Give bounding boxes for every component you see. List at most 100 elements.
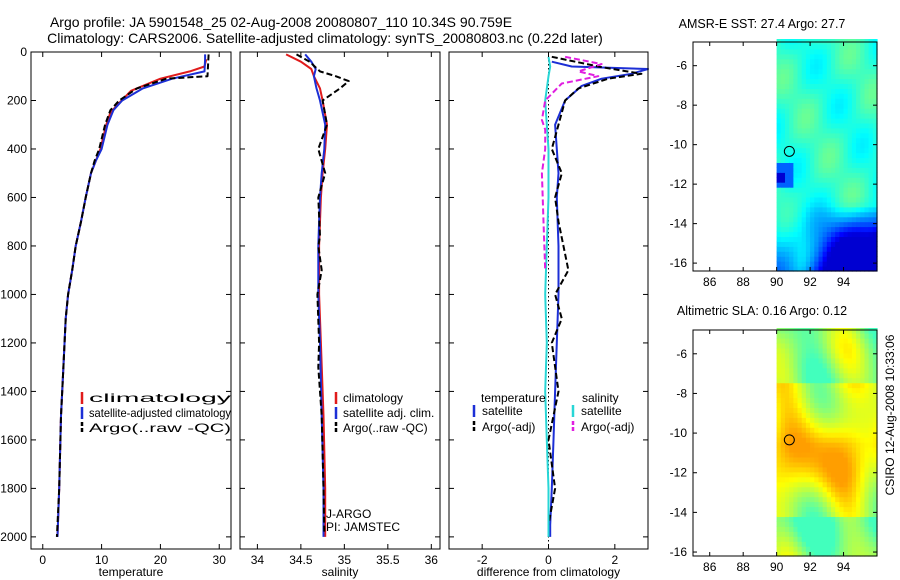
sst-map-cell [818,147,824,154]
sst-map-cell [818,118,824,124]
sst-map-cell [801,83,807,89]
sst-map-cell [831,88,836,94]
sst-map-cell [872,261,878,267]
sst-map-cell [847,266,853,272]
sst-map-cell [801,226,807,233]
sst-map-cell [847,58,853,65]
sst-map-cell [843,251,849,257]
sst-map-cell [847,113,853,119]
sla-map-cell [843,342,849,349]
sla-map-cell [864,551,870,557]
sla-map-cell [822,501,828,508]
sst-map-cell [801,261,807,267]
sla-map-cell [868,461,874,468]
sst-map-cell [805,142,811,149]
sla-map-cell [826,362,832,369]
sla-map-cell [810,536,815,542]
sst-map-cell [780,192,786,198]
sla-map-cell [835,382,840,389]
sla-map-cell [847,427,853,433]
sst-map-cell [810,177,815,183]
sst-map-cell [801,251,807,257]
sla-map-cell [801,392,807,398]
sst-map-cell [826,88,832,94]
sst-map-cell [789,172,794,178]
sst-map-cell [835,88,840,94]
sla-map-cell [831,451,836,458]
sst-map-cell [801,88,807,94]
sla-map-cell [814,541,820,547]
sst-map-cell [814,137,820,144]
sla-map-cell [835,541,840,547]
sla-map-cell [868,392,874,398]
sla-map-cell [818,387,824,394]
sla-map-cell [797,407,803,413]
sst-map-cell [826,44,832,50]
sst-map-cell [776,261,782,267]
sst-map-cell [851,108,857,114]
sla-map-cell [868,422,874,428]
sla-map-cell [814,456,820,463]
sla-map-cell [814,551,820,557]
sla-map-cell [868,486,874,493]
sst-map-cell [780,241,786,247]
sla-map-cell [851,333,857,339]
sla-map-cell [793,407,799,413]
sst-map-cell [818,44,824,50]
sst-map-cell [822,137,828,144]
sst-map-cell [839,127,845,134]
sla-map-cell [776,412,782,418]
sst-map-cell [814,251,820,257]
sla-map-cell [856,402,861,408]
sst-map-cell [789,211,794,218]
sla-map-cell [868,337,874,344]
sst-map-cell [805,172,811,178]
sst-map-cell [847,221,853,228]
sst-map-cell [814,182,820,188]
sst-map-cell [793,118,799,124]
sst-map-cell [793,113,799,119]
sla-map-cell [780,432,786,438]
sla-map-cell [810,546,815,552]
sla-map-cell [797,417,803,423]
sst-map-cell [831,103,836,109]
sla-map-cell [860,456,866,463]
sla-map-cell [872,367,878,374]
sla-map-cell [805,501,811,508]
depth-tick-label: 1600 [0,433,27,447]
sst-map-cell [864,73,870,80]
sla-map-cell [864,442,870,448]
sla-map-cell [868,546,874,552]
sst-map-cell [860,256,866,262]
sla-map-cell [810,402,815,408]
sst-map-cell [805,266,811,272]
sst-map-cell [789,162,794,168]
sst-map-cell [864,236,870,242]
sst-map-cell [822,132,828,139]
sla-map-cell [843,531,849,537]
sst-map-cell [793,221,799,228]
sla-map-cell [814,328,820,334]
sla-map-cell [814,342,820,349]
salinity-xtick-label: 34 [251,553,265,567]
sst-map-cell [860,236,866,242]
sst-map-cell [835,246,840,252]
sla-map-cell [822,521,828,527]
sla-map-cell [851,461,857,468]
sst-map-cell [789,261,794,267]
sst-map-cell [843,78,849,84]
sst-map-cell [780,93,786,99]
sst-map-cell [810,83,815,89]
sla-map-cell [797,377,803,384]
sst-map-cell [805,167,811,173]
sla-map-cell [805,382,811,389]
sst-map-cell [860,152,866,159]
sla-map-cell [785,451,790,458]
sst-map-cell [776,162,782,168]
sst-map-cell [860,201,866,208]
sst-map-cell [847,167,853,173]
sst-map-cell [860,142,866,149]
sla-map-cell [789,372,794,379]
sla-map-cell [872,481,878,488]
sla-map-cell [814,471,820,478]
